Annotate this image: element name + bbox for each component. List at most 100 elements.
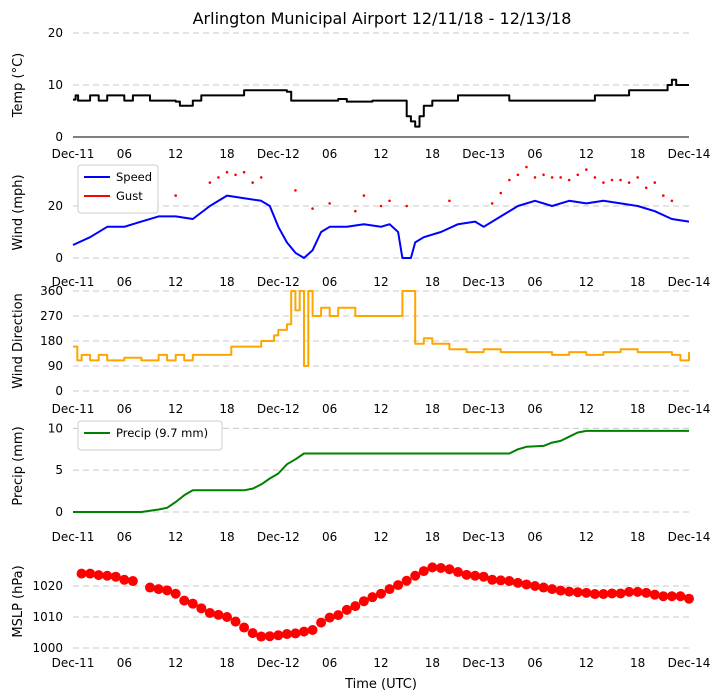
y-axis-label: Wind Direction — [11, 293, 26, 389]
panel-mslp: 1000 1010 1020 Dec-11 06 12 18 Dec-12 06 12 18 Dec-… — [11, 562, 710, 670]
mslp-point — [127, 576, 138, 587]
x-tick-label: 06 — [322, 402, 337, 416]
x-tick-label: Dec-14 — [668, 656, 711, 670]
y-tick-label: 1010 — [32, 610, 63, 624]
mslp-point — [521, 579, 532, 590]
mslp-point — [179, 595, 190, 606]
gust-point — [508, 178, 511, 182]
x-tick-label: 18 — [630, 530, 645, 544]
x-tick-label: 18 — [219, 402, 234, 416]
gust-point — [242, 170, 246, 174]
mslp-point — [119, 574, 130, 585]
gust-point — [448, 199, 451, 203]
mslp-point — [598, 589, 609, 600]
x-tick-label: 18 — [425, 402, 440, 416]
gust-point — [294, 189, 297, 192]
x-tick-label: 18 — [630, 275, 645, 289]
gust-point — [559, 176, 562, 179]
x-tick-label: 18 — [425, 656, 440, 670]
direction-series-line — [73, 290, 690, 367]
mslp-point — [444, 564, 455, 575]
mslp-point — [358, 596, 369, 607]
legend-box — [77, 420, 223, 451]
x-tick-label: 18 — [219, 147, 234, 161]
gust-point — [311, 207, 314, 210]
mslp-point — [307, 625, 318, 636]
panel-dir: 0 90 180 270 360 Dec-11 06 12 18 Dec-12 06 12 18 Dec-… — [11, 284, 710, 416]
mslp-point — [102, 570, 113, 581]
x-tick-label: Dec-13 — [462, 275, 505, 289]
mslp-point — [461, 569, 472, 580]
x-tick-label: 12 — [579, 147, 594, 161]
mslp-point — [547, 584, 558, 595]
mslp-point — [76, 568, 87, 579]
gust-point — [567, 178, 571, 182]
mslp-point — [384, 584, 395, 595]
y-tick-label: 180 — [40, 334, 63, 348]
y-axis-label: Wind (mph) — [11, 174, 26, 250]
mslp-point — [324, 612, 335, 623]
mslp-point — [478, 571, 489, 582]
gust-point — [619, 178, 622, 182]
gust-point — [251, 181, 254, 184]
gust-point — [533, 176, 537, 179]
x-tick-label: 12 — [579, 402, 594, 416]
speed-series-line — [72, 194, 690, 259]
x-tick-label: 18 — [425, 275, 440, 289]
x-tick-label: Dec-11 — [52, 656, 95, 670]
x-tick-label: 06 — [117, 402, 132, 416]
y-tick-label: 270 — [40, 309, 63, 323]
chart-title: Arlington Municipal Airport 12/11/18 - 1… — [193, 9, 572, 28]
mslp-point — [110, 571, 121, 582]
mslp-point — [470, 570, 481, 581]
x-tick-label: Dec-11 — [52, 147, 95, 161]
mslp-point — [85, 568, 96, 579]
legend-precip: Precip (9.7 mm) — [77, 420, 223, 451]
mslp-point — [376, 588, 386, 599]
x-tick-label: 18 — [219, 275, 234, 289]
x-tick-label: 12 — [579, 275, 594, 289]
gust-point — [610, 178, 614, 182]
x-tick-label: Dec-12 — [257, 656, 300, 670]
x-tick-label: Dec-14 — [668, 275, 711, 289]
mslp-point — [93, 570, 104, 581]
legend-label-speed: Speed — [116, 170, 152, 184]
mslp-point — [153, 584, 164, 595]
temp-series-line — [73, 78, 689, 128]
y-tick-label: 0 — [55, 384, 63, 398]
precip-9-7-mm-series-line — [73, 429, 689, 513]
x-tick-label: 06 — [117, 275, 132, 289]
gust-point — [662, 194, 665, 197]
mslp-point — [213, 609, 224, 620]
x-tick-label: 06 — [527, 402, 542, 416]
gust-point — [354, 209, 357, 213]
x-tick-label: Dec-11 — [52, 530, 95, 544]
mslp-point — [641, 587, 652, 598]
mslp-point — [504, 576, 515, 587]
mslp-point — [247, 628, 258, 639]
panel-wind: 0 20 Dec-11 06 12 18 Dec-12 06 12 18 Dec-13 06 12 18 D… — [11, 164, 711, 289]
mslp-point — [316, 617, 327, 628]
x-tick-label: 12 — [168, 147, 183, 161]
x-tick-label: Dec-11 — [52, 402, 95, 416]
y-axis-label: Temp (°C) — [11, 53, 26, 119]
mslp-point — [581, 587, 592, 598]
gust-point — [217, 176, 220, 179]
legend-label-gust: Gust — [116, 189, 143, 203]
y-tick-label: 1000 — [32, 641, 63, 655]
x-tick-label: 06 — [322, 147, 337, 161]
mslp-point — [341, 604, 352, 615]
mslp-point — [367, 592, 378, 603]
gust-point — [234, 173, 237, 177]
mslp-point — [624, 586, 635, 597]
mslp-point — [435, 563, 446, 574]
mslp-point — [530, 581, 540, 591]
y-tick-label: 90 — [48, 359, 63, 373]
gust-point — [576, 173, 580, 177]
x-tick-label: 06 — [117, 530, 132, 544]
y-tick-label: 10 — [48, 421, 63, 435]
x-tick-label: 06 — [527, 530, 542, 544]
x-tick-label: Dec-13 — [462, 147, 505, 161]
x-tick-label: 06 — [527, 656, 542, 670]
